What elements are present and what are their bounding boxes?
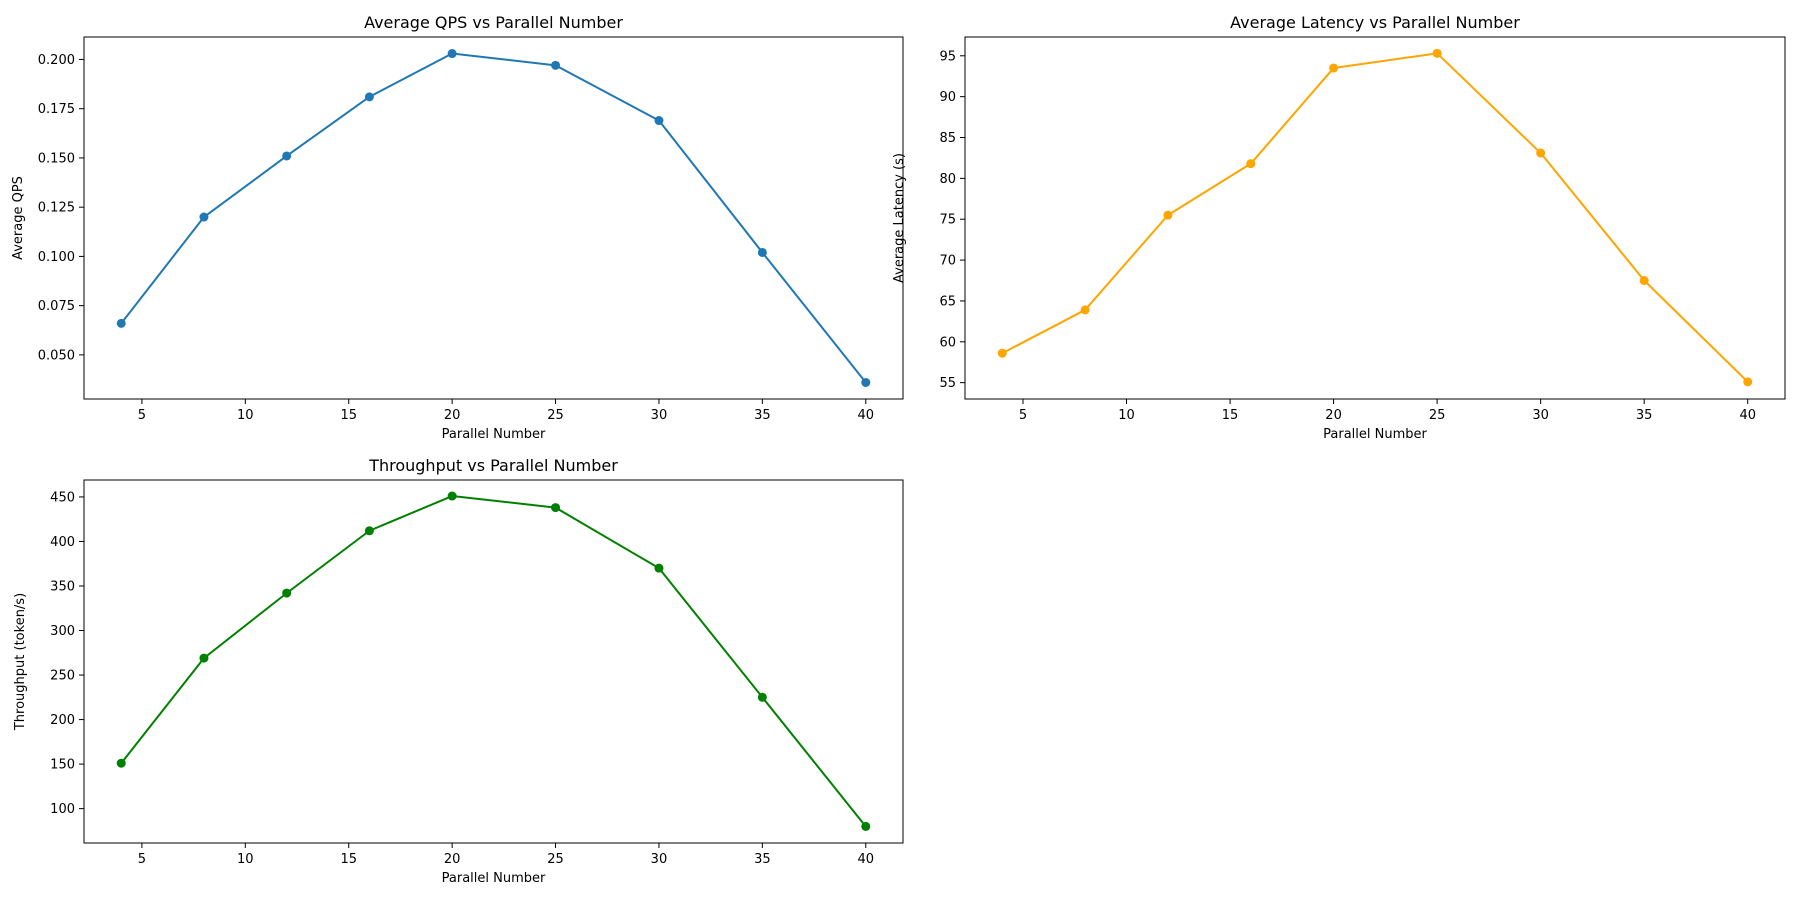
data-point — [997, 348, 1007, 358]
chart-latency: Average Latency vs Parallel Number 5 10 15 2… — [892, 13, 1786, 442]
x-tick-label: 25 — [1429, 408, 1446, 423]
y-axis-label: Throughput (token/s) — [13, 593, 28, 731]
series-line — [1001, 52, 1749, 383]
y-tick-label: 150 — [50, 758, 75, 773]
chart-title: Throughput vs Parallel Number — [368, 456, 618, 475]
x-tick-label: 30 — [651, 852, 668, 867]
x-axis-label: Parallel Number — [442, 871, 546, 886]
y-tick-label: 0.075 — [38, 299, 75, 314]
x-tick-label: 5 — [138, 408, 146, 423]
x-tick-label: 35 — [1636, 408, 1653, 423]
data-point — [1329, 63, 1339, 73]
data-point — [116, 758, 126, 768]
x-tick-label: 20 — [444, 852, 461, 867]
y-tick-label: 300 — [50, 624, 75, 639]
x-tick-label: 20 — [444, 408, 461, 423]
data-point — [116, 318, 126, 328]
data-point — [1639, 276, 1649, 286]
plot-frame — [83, 36, 904, 400]
x-tick-label: 30 — [1532, 408, 1549, 423]
y-tick-label: 350 — [50, 579, 75, 594]
data-point — [654, 563, 664, 573]
x-axis-label: Parallel Number — [442, 427, 546, 442]
data-point — [447, 49, 457, 59]
x-tick-label: 10 — [1118, 408, 1135, 423]
y-tick-label: 450 — [50, 490, 75, 505]
x-tick-label: 35 — [754, 408, 771, 423]
series-line — [120, 495, 867, 828]
y-tick-label: 60 — [939, 335, 956, 350]
x-tick-label: 25 — [547, 408, 564, 423]
data-point — [282, 151, 292, 161]
y-tick-label: 0.100 — [38, 250, 75, 265]
data-point — [1080, 305, 1090, 315]
y-axis-label: Average Latency (s) — [892, 153, 907, 283]
x-axis-label: Parallel Number — [1323, 427, 1427, 442]
data-point — [282, 588, 292, 598]
data-point — [364, 526, 374, 536]
series-line — [120, 52, 867, 384]
x-tick-label: 40 — [857, 408, 874, 423]
data-point — [199, 212, 209, 222]
data-point — [199, 653, 209, 663]
data-point — [1246, 159, 1256, 169]
y-tick-label: 200 — [50, 713, 75, 728]
data-point — [364, 92, 374, 102]
y-tick-label: 0.125 — [38, 201, 75, 216]
data-point — [1536, 148, 1546, 158]
y-tick-label: 100 — [50, 802, 75, 817]
data-point — [551, 503, 561, 513]
y-tick-label: 0.175 — [38, 102, 75, 117]
y-tick-label: 0.050 — [38, 348, 75, 363]
data-point — [861, 821, 871, 831]
data-point — [654, 116, 664, 126]
data-point — [1432, 48, 1442, 58]
x-tick-label: 25 — [547, 852, 564, 867]
plot-frame — [83, 479, 904, 844]
x-tick-label: 40 — [857, 852, 874, 867]
y-tick-label: 90 — [939, 90, 956, 105]
x-tick-label: 40 — [1739, 408, 1756, 423]
y-tick-label: 65 — [939, 294, 956, 309]
chart-throughput: Throughput vs Parallel Number 5 10 15 20 25 30… — [13, 456, 904, 886]
x-tick-label: 5 — [138, 852, 146, 867]
y-tick-label: 55 — [939, 376, 956, 391]
x-tick-label: 15 — [340, 852, 357, 867]
data-point — [757, 247, 767, 257]
chart-title: Average QPS vs Parallel Number — [364, 13, 623, 32]
x-tick-label: 35 — [754, 852, 771, 867]
data-point — [551, 60, 561, 70]
data-point — [1163, 210, 1173, 220]
x-tick-label: 10 — [237, 408, 254, 423]
y-tick-label: 80 — [939, 172, 956, 187]
data-point — [861, 377, 871, 387]
y-tick-label: 400 — [50, 535, 75, 550]
chart-title: Average Latency vs Parallel Number — [1230, 13, 1520, 32]
y-tick-label: 0.200 — [38, 53, 75, 68]
chart-qps: Average QPS vs Parallel Number 5 10 15 20 25 3… — [11, 13, 904, 442]
y-tick-label: 250 — [50, 669, 75, 684]
x-tick-label: 30 — [651, 408, 668, 423]
y-tick-label: 75 — [939, 213, 956, 228]
y-tick-label: 0.150 — [38, 151, 75, 166]
data-point — [757, 692, 767, 702]
y-tick-label: 70 — [939, 254, 956, 269]
plot-frame — [964, 36, 1786, 400]
x-tick-label: 15 — [1222, 408, 1239, 423]
x-tick-label: 15 — [340, 408, 357, 423]
y-tick-label: 95 — [939, 49, 956, 64]
x-tick-label: 20 — [1325, 408, 1342, 423]
x-tick-label: 10 — [237, 852, 254, 867]
y-axis-label: Average QPS — [11, 176, 26, 260]
x-tick-label: 5 — [1019, 408, 1027, 423]
data-point — [1743, 377, 1753, 387]
data-point — [447, 491, 457, 501]
y-tick-label: 85 — [939, 131, 956, 146]
